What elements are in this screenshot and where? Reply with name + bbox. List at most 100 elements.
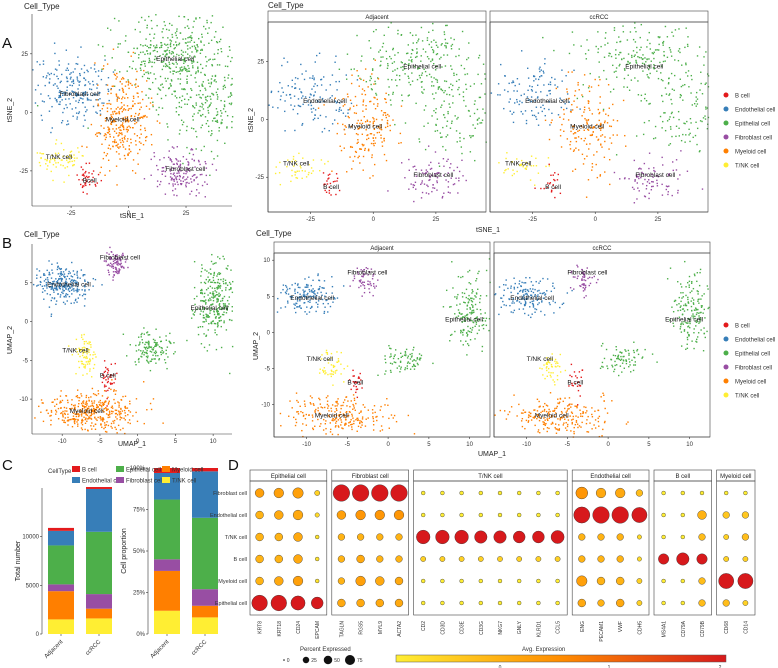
scatter-point (330, 407, 332, 410)
scatter-point (82, 93, 85, 95)
scatter-point (226, 299, 229, 302)
scatter-point (92, 170, 95, 172)
scatter-point (122, 146, 125, 148)
scatter-point (193, 107, 196, 109)
scatter-point (644, 195, 647, 198)
scatter-point (181, 59, 184, 61)
scatter-point (218, 282, 221, 285)
scatter-point (596, 151, 598, 153)
scatter-point (287, 85, 289, 87)
scatter-point (58, 287, 61, 289)
scatter-point (219, 38, 222, 41)
scatter-point (67, 289, 70, 291)
scatter-point (100, 404, 102, 407)
scatter-point (512, 111, 515, 114)
scatter-point (81, 405, 84, 407)
scatter-point (39, 152, 41, 154)
scatter-point (319, 114, 322, 117)
scatter-point (148, 341, 150, 343)
scatter-point (311, 290, 313, 292)
scatter-point (412, 49, 414, 52)
scatter-point (322, 429, 325, 431)
scatter-point (104, 424, 106, 426)
scatter-point (688, 128, 690, 131)
scatter-point (356, 430, 358, 432)
scatter-point (148, 345, 150, 347)
scatter-point (612, 119, 615, 121)
scatter-point (297, 104, 300, 107)
scatter-point (548, 165, 551, 167)
scatter-point (654, 49, 657, 51)
scatter-point (303, 294, 306, 296)
scatter-point (672, 169, 674, 172)
scatter-point (201, 49, 204, 51)
scatter-point (81, 407, 84, 410)
scatter-point (84, 119, 86, 121)
scatter-point (50, 286, 53, 288)
scatter-point (355, 419, 357, 421)
scatter-point (179, 83, 181, 85)
scatter-point (210, 21, 212, 24)
scatter-point (161, 107, 164, 109)
scatter-point (36, 285, 38, 287)
scatter-point (139, 51, 142, 54)
scatter-point (135, 398, 138, 400)
scatter-point (217, 96, 219, 98)
umap-split-x-tick-label: 10 (466, 442, 473, 448)
scatter-point (594, 78, 596, 81)
scatter-point (74, 68, 76, 70)
scatter-point (443, 54, 445, 56)
scatter-point (325, 372, 327, 374)
scatter-point (211, 120, 214, 122)
scatter-point (577, 136, 580, 138)
scatter-point (98, 401, 100, 403)
scatter-point (63, 406, 66, 409)
scatter-point (48, 271, 51, 274)
scatter-point (127, 84, 130, 86)
scatter-point (48, 110, 51, 112)
scatter-point (162, 166, 165, 169)
scatter-point (165, 28, 168, 31)
scatter-point (206, 19, 208, 22)
scatter-point (431, 115, 433, 117)
scatter-point (458, 78, 460, 81)
scatter-point (108, 410, 111, 412)
scatter-point (107, 424, 110, 427)
scatter-point (296, 296, 299, 299)
scatter-point (176, 28, 178, 30)
scatter-point (300, 167, 302, 169)
scatter-point (401, 94, 403, 96)
scatter-point (447, 191, 450, 193)
scatter-point (296, 411, 298, 413)
scatter-point (137, 163, 139, 165)
scatter-point (41, 119, 43, 121)
scatter-point (80, 415, 83, 417)
scatter-point (75, 282, 77, 284)
scatter-point (136, 70, 138, 73)
scatter-point (343, 381, 345, 383)
scatter-point (610, 125, 613, 128)
scatter-point (50, 424, 52, 426)
scatter-point (168, 52, 171, 54)
scatter-point (327, 373, 329, 376)
scatter-point (331, 373, 333, 375)
scatter-point (457, 88, 459, 91)
scatter-point (420, 74, 423, 76)
scatter-point (205, 314, 208, 316)
scatter-point (422, 48, 425, 50)
scatter-point (222, 108, 225, 110)
scatter-point (350, 125, 353, 128)
scatter-point (446, 93, 448, 96)
scatter-point (153, 45, 155, 47)
scatter-point (554, 187, 556, 189)
scatter-point (474, 127, 476, 129)
scatter-point (146, 332, 148, 334)
scatter-point (298, 105, 301, 107)
scatter-point (135, 363, 137, 366)
scatter-point (148, 77, 150, 80)
scatter-point (69, 286, 71, 289)
scatter-point (399, 371, 401, 373)
scatter-point (92, 354, 94, 356)
scatter-point (223, 304, 225, 307)
scatter-point (311, 420, 314, 422)
